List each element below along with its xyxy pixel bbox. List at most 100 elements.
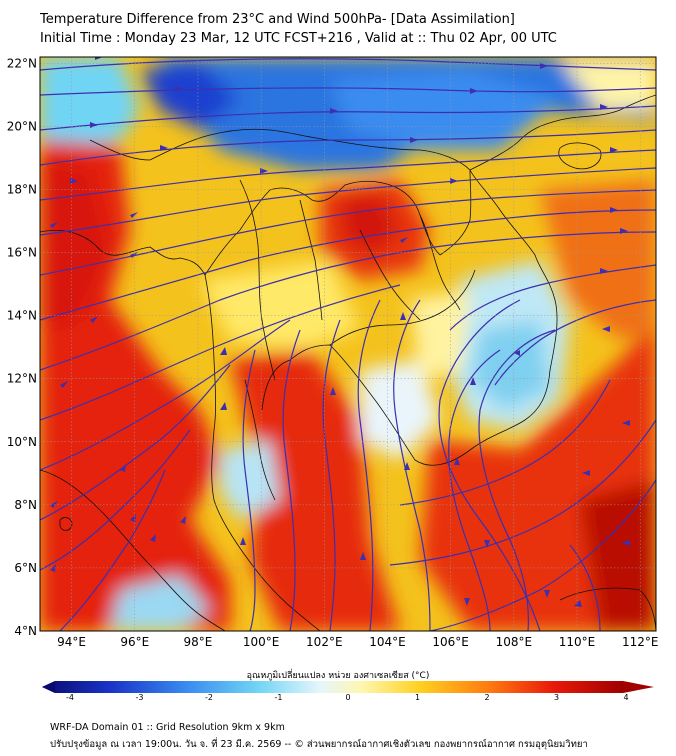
wind-arrow: [454, 457, 460, 465]
colorbar-tick-label: 1: [415, 693, 420, 702]
wind-arrow: [90, 122, 98, 128]
wind-arrow: [540, 63, 548, 69]
wind-arrow: [150, 534, 156, 542]
border-inner-3: [359, 229, 421, 321]
wind-arrow: [620, 228, 628, 234]
streamline: [494, 299, 656, 386]
wind-arrow: [130, 212, 138, 218]
lon-label: 110°E: [559, 635, 596, 649]
colorbar-extend-high: [623, 681, 654, 693]
wind-arrow: [70, 178, 78, 184]
map-frame: [39, 56, 657, 632]
border-thailand-cambodia: [329, 269, 476, 346]
border-inner-6: [244, 379, 276, 501]
streamline: [40, 58, 656, 71]
streamline: [282, 329, 301, 631]
streamline: [569, 544, 601, 631]
wind-streamlines: [40, 58, 656, 631]
colorbar: -4 -3 -2 -1 0 1 2 3 4: [42, 681, 654, 702]
wind-arrow: [622, 540, 630, 546]
border-myanmar-thailand: [204, 180, 441, 276]
streamline: [40, 429, 191, 571]
wind-arrow: [404, 462, 410, 470]
lon-label: 106°E: [432, 635, 469, 649]
streamline: [40, 319, 291, 471]
lat-label: 20°N: [7, 119, 37, 133]
colorbar-label: อุณหภูมิเปลี่ยนแปลง หน่วย องศาเซลเซียส (…: [246, 671, 430, 681]
lon-label: 102°E: [306, 635, 343, 649]
coastline-myanmar-west: [40, 230, 321, 631]
wind-arrow: [514, 350, 520, 356]
colorbar-extend-low: [42, 681, 55, 693]
wind-arrow: [600, 104, 608, 110]
colorbar-tick-label: -2: [205, 693, 213, 702]
border-inner-4: [89, 139, 151, 161]
lon-label: 112°E: [622, 635, 659, 649]
lat-label: 10°N: [7, 435, 37, 449]
lon-label: 100°E: [243, 635, 280, 649]
lat-label: 16°N: [7, 246, 37, 260]
colorbar-tick-label: -1: [275, 693, 283, 702]
colorbar-tick-label: 4: [623, 693, 628, 702]
wind-arrow: [360, 552, 366, 560]
streamline: [449, 264, 656, 331]
colorbar-tick-label: -4: [66, 693, 74, 702]
sumatra-coast: [40, 469, 226, 631]
lat-label: 12°N: [7, 372, 37, 386]
map-title: Temperature Difference from 23°C and Win…: [40, 12, 515, 27]
wind-arrow: [400, 237, 408, 243]
streamline: [40, 209, 656, 321]
lat-label: 6°N: [14, 561, 37, 575]
wind-arrow: [610, 147, 618, 153]
wind-arrow: [220, 347, 227, 355]
wind-arrow: [544, 590, 550, 598]
lon-label: 96°E: [120, 635, 149, 649]
lat-label: 4°N: [14, 624, 37, 638]
wind-arrow: [600, 268, 608, 274]
wind-arrow: [574, 600, 582, 607]
border-inner-2: [299, 199, 323, 321]
wind-arrow: [130, 252, 138, 258]
streamline: [59, 469, 166, 631]
lon-label: 108°E: [496, 635, 533, 649]
wind-arrow: [610, 207, 618, 213]
wind-arrow: [180, 516, 186, 524]
streamline: [357, 299, 381, 631]
wind-arrow: [602, 326, 610, 332]
coastline-vietnam-north: [469, 94, 656, 171]
lat-label: 14°N: [7, 309, 37, 323]
wind-arrow: [120, 464, 126, 472]
wind-arrow: [240, 537, 246, 545]
colorbar-tick-label: -3: [136, 693, 144, 702]
wind-arrow: [450, 178, 458, 184]
border-laos-vietnam: [439, 169, 472, 256]
streamline: [322, 319, 341, 631]
lat-label: 8°N: [14, 498, 37, 512]
border-inner-1: [239, 179, 276, 381]
wind-arrow: [220, 402, 227, 410]
wind-arrow: [330, 108, 338, 114]
longitude-labels: 94°E 96°E 98°E 100°E 102°E 104°E 106°E 108°E 110…: [57, 635, 658, 649]
streamline: [40, 167, 656, 236]
lon-label: 98°E: [184, 635, 213, 649]
streamline: [40, 105, 656, 131]
wind-arrow: [410, 137, 418, 143]
streamline: [399, 379, 611, 506]
lon-label: 104°E: [369, 635, 406, 649]
wind-arrow: [484, 540, 490, 548]
wind-arrow: [175, 86, 183, 92]
wind-arrow: [464, 598, 470, 606]
wind-arrow: [50, 564, 56, 572]
wind-arrow: [60, 381, 68, 388]
streamline: [478, 329, 556, 631]
streamline: [438, 299, 541, 631]
lat-label: 18°N: [7, 182, 37, 196]
wind-arrow: [470, 377, 476, 385]
streamline: [242, 349, 256, 631]
map-subtitle: Initial Time : Monday 23 Mar, 12 UTC FCS…: [40, 31, 557, 46]
border-north: [149, 128, 471, 171]
wind-arrow: [90, 316, 98, 323]
coastline-gulf: [261, 169, 558, 466]
island-borneo: [559, 587, 656, 631]
